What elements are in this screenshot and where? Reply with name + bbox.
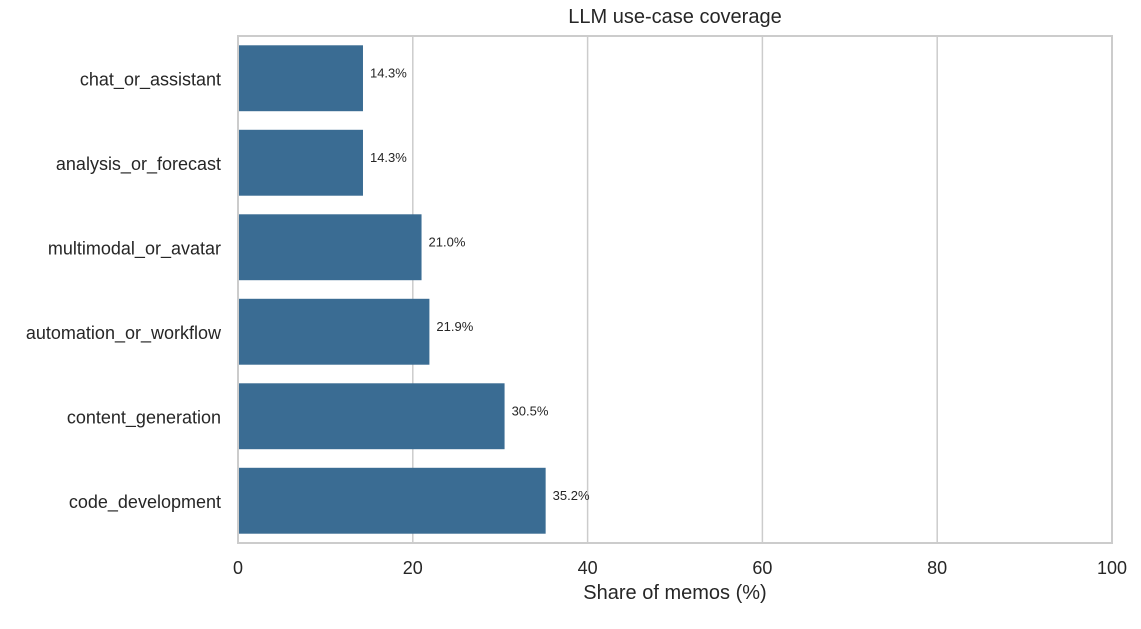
data-label: 21.9% bbox=[436, 319, 473, 334]
y-tick-label: automation_or_workflow bbox=[26, 323, 222, 344]
x-tick-label: 0 bbox=[233, 558, 243, 578]
y-tick-label: analysis_or_forecast bbox=[56, 154, 221, 175]
data-label: 14.3% bbox=[370, 65, 407, 80]
y-tick-label: multimodal_or_avatar bbox=[48, 238, 221, 259]
bar bbox=[238, 214, 422, 281]
data-label: 14.3% bbox=[370, 150, 407, 165]
data-label: 35.2% bbox=[553, 488, 590, 503]
data-label: 21.0% bbox=[429, 234, 466, 249]
bar bbox=[238, 383, 505, 450]
x-tick-label: 100 bbox=[1097, 558, 1127, 578]
chart-title: LLM use-case coverage bbox=[568, 6, 782, 28]
x-tick-label: 60 bbox=[752, 558, 772, 578]
bar bbox=[238, 298, 430, 365]
data-label: 30.5% bbox=[512, 403, 549, 418]
bar bbox=[238, 467, 546, 534]
x-axis-label: Share of memos (%) bbox=[583, 582, 767, 604]
bar bbox=[238, 45, 363, 112]
x-tick-label: 40 bbox=[578, 558, 598, 578]
x-tick-label: 20 bbox=[403, 558, 423, 578]
y-tick-label: code_development bbox=[69, 492, 221, 513]
y-tick-label: content_generation bbox=[67, 407, 221, 428]
x-tick-label: 80 bbox=[927, 558, 947, 578]
bar bbox=[238, 129, 363, 196]
y-tick-label: chat_or_assistant bbox=[80, 69, 221, 90]
plot-frame bbox=[237, 35, 1113, 544]
